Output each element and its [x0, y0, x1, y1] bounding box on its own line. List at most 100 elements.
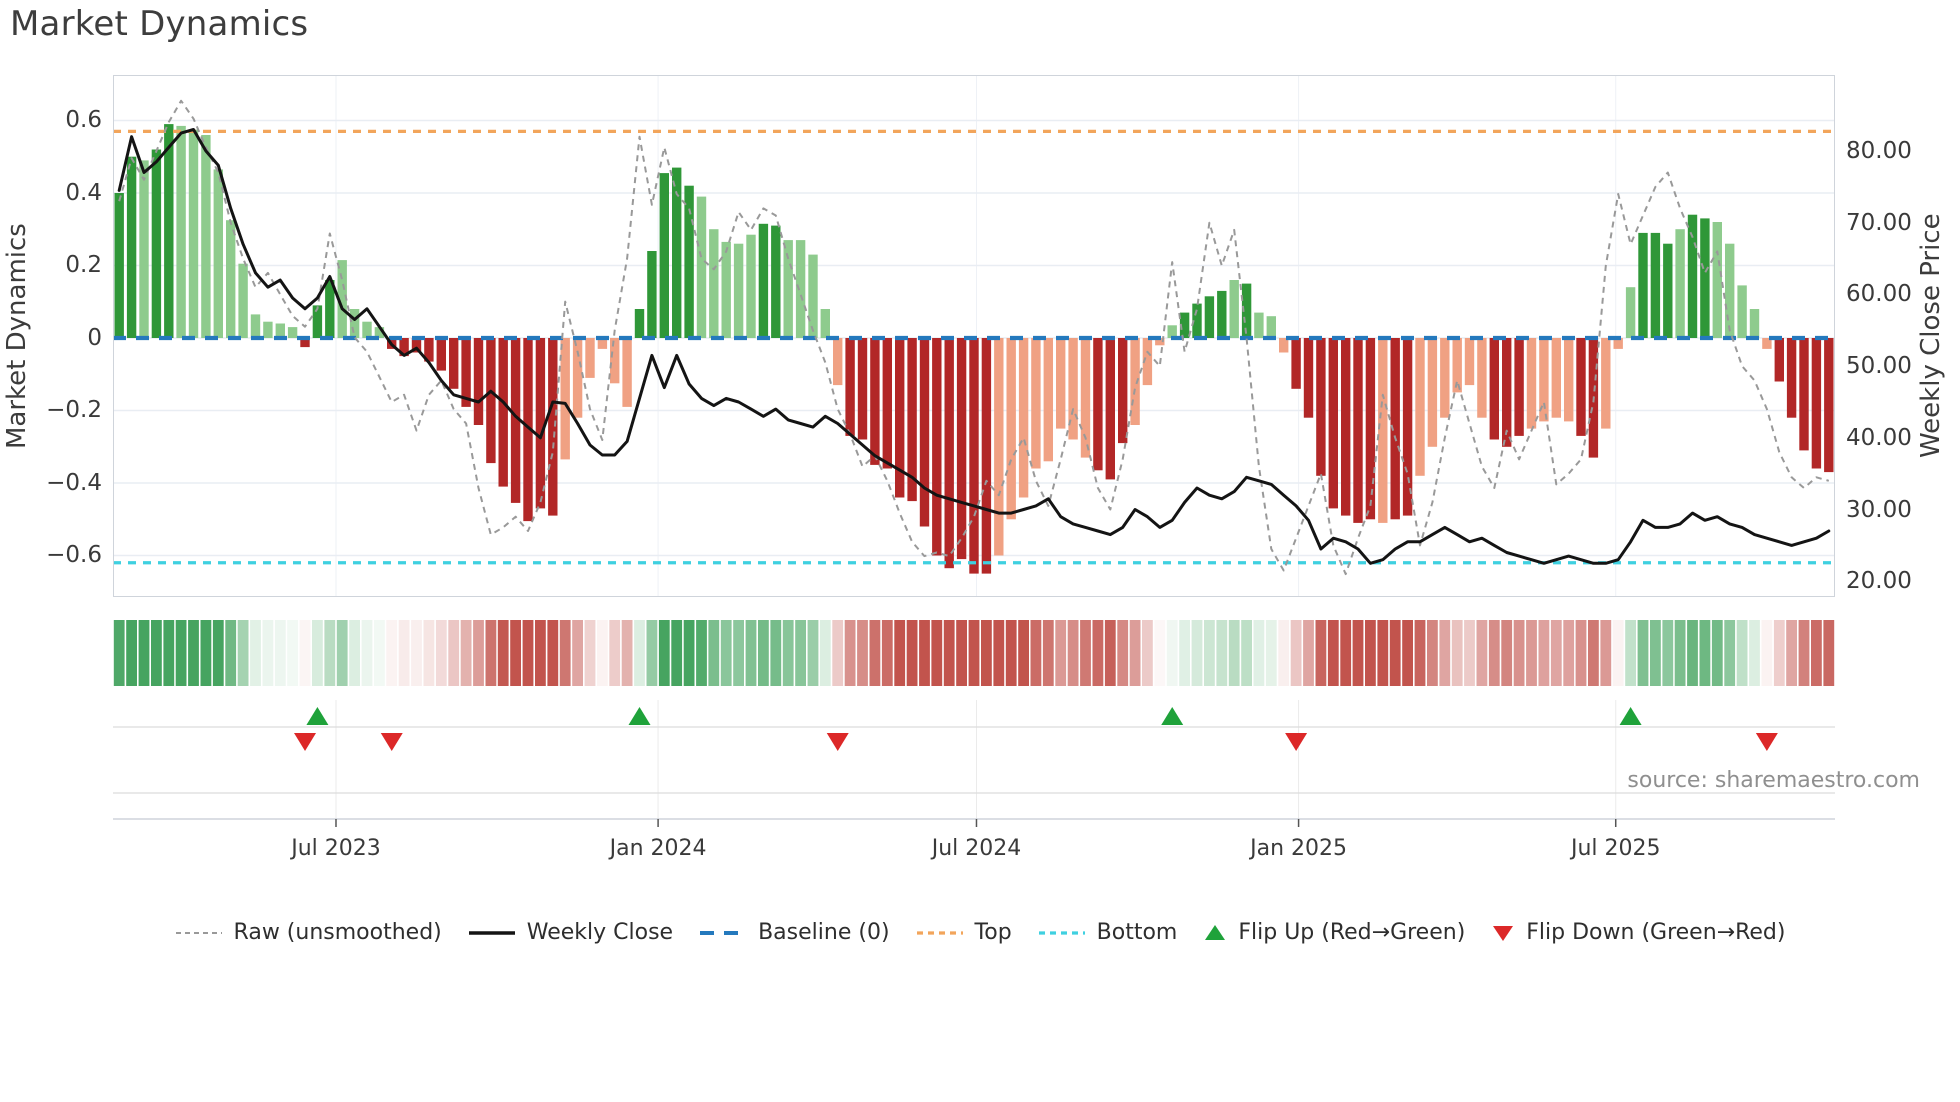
heatmap-cell	[956, 620, 967, 686]
heatmap-cell	[646, 620, 658, 686]
heatmap-cell	[361, 620, 373, 686]
y-tick-left: 0	[87, 324, 102, 351]
heatmap-cell	[547, 620, 559, 686]
osc-bar	[486, 338, 496, 464]
legend-line-swatch-icon	[700, 930, 747, 935]
osc-bar	[188, 129, 199, 338]
heatmap-cell	[1327, 620, 1339, 686]
osc-bar	[857, 338, 868, 440]
osc-bar	[126, 156, 137, 338]
heatmap-cell	[1823, 620, 1835, 686]
osc-bar	[1031, 338, 1041, 469]
osc-bar	[1291, 338, 1301, 389]
heatmap-cell	[1749, 620, 1760, 686]
osc-bar	[1799, 338, 1809, 451]
heatmap-cell	[151, 620, 162, 686]
heatmap-cell	[324, 620, 336, 686]
main-plot-svg	[113, 75, 1835, 597]
osc-bar	[1018, 338, 1029, 498]
osc-bar	[1725, 243, 1735, 338]
heatmap-cell	[1389, 620, 1401, 686]
osc-bar	[139, 160, 149, 338]
osc-bar	[610, 338, 620, 384]
heatmap-cell	[1166, 620, 1178, 686]
flip-up-marker	[306, 707, 329, 725]
osc-bar	[337, 260, 347, 338]
heatmap-cell	[1761, 620, 1773, 686]
osc-bar	[1179, 312, 1190, 338]
osc-bar	[473, 338, 484, 425]
heatmap-cell	[1501, 620, 1513, 686]
osc-bar	[634, 309, 645, 338]
osc-bar	[1601, 338, 1611, 429]
heatmap-cell	[448, 620, 460, 686]
heatmap-cell	[1030, 620, 1042, 686]
heatmap-cell	[374, 620, 385, 686]
source-note: source: sharemaestro.com	[1627, 768, 1920, 793]
heatmap-cell	[1563, 620, 1575, 686]
osc-bar	[510, 338, 521, 503]
osc-bar	[672, 167, 682, 338]
heatmap-cell	[423, 620, 435, 686]
osc-bar	[1402, 338, 1413, 516]
heatmap-cell	[881, 620, 893, 686]
osc-bar	[548, 338, 558, 516]
y-tick-left: 0.4	[65, 179, 102, 206]
osc-bar	[1217, 290, 1227, 338]
osc-bar	[1142, 338, 1153, 386]
flip-down-icon	[1493, 925, 1514, 941]
heatmap-cell	[621, 620, 633, 686]
heatmap-cell	[1117, 620, 1129, 686]
osc-bar	[1365, 338, 1376, 520]
heatmap-cell	[522, 620, 534, 686]
osc-bar	[1241, 283, 1252, 338]
osc-bar	[1118, 338, 1128, 444]
osc-bar	[944, 338, 954, 569]
legend-item-label: Bottom	[1096, 920, 1178, 945]
osc-bar	[1452, 338, 1462, 393]
osc-bar	[1328, 338, 1338, 509]
heatmap-cell	[312, 620, 323, 686]
osc-bar	[783, 240, 793, 338]
heatmap-cell	[745, 620, 757, 686]
y-tick-left: −0.2	[46, 397, 102, 424]
heatmap-cell	[720, 620, 732, 686]
x-tick-label: Jan 2025	[1250, 836, 1348, 861]
heatmap-cell	[1600, 620, 1612, 686]
osc-bar	[1155, 338, 1165, 346]
heatmap-cell	[1228, 620, 1240, 686]
osc-bar	[758, 223, 769, 338]
heatmap-cell	[1414, 620, 1426, 686]
osc-bar	[1440, 338, 1450, 418]
osc-bar	[1043, 338, 1053, 462]
heatmap-cell	[1179, 620, 1190, 686]
osc-bar	[1824, 338, 1834, 473]
marker-panel-svg	[113, 700, 1835, 827]
heatmap-cell	[1575, 620, 1587, 686]
osc-bar	[1749, 309, 1760, 338]
x-tick-label: Jan 2024	[609, 836, 707, 861]
legend-item: Top	[916, 920, 1012, 945]
osc-bar	[1204, 296, 1215, 338]
heatmap-cell	[671, 620, 683, 686]
osc-bar	[399, 338, 409, 357]
heatmap-cell	[1476, 620, 1488, 686]
osc-bar	[684, 185, 694, 338]
heatmap-cell	[1055, 620, 1067, 686]
heatmap-cell	[1637, 620, 1649, 686]
heatmap-cell	[906, 620, 918, 686]
osc-bar	[1539, 338, 1549, 422]
heatmap-cell	[795, 620, 806, 686]
heatmap-cell	[1067, 620, 1079, 686]
legend-line-swatch-icon	[1038, 930, 1085, 935]
osc-bar	[1353, 338, 1363, 523]
osc-bar	[1712, 222, 1722, 338]
osc-bar	[1192, 303, 1202, 338]
heatmap-cell	[559, 620, 571, 686]
heatmap-cell	[1724, 620, 1736, 686]
heatmap-cell	[1427, 620, 1438, 686]
osc-bar	[1551, 338, 1561, 418]
y-tick-right: 80.00	[1846, 138, 1912, 164]
flip-up-marker	[628, 707, 651, 725]
osc-bar	[1675, 229, 1685, 338]
